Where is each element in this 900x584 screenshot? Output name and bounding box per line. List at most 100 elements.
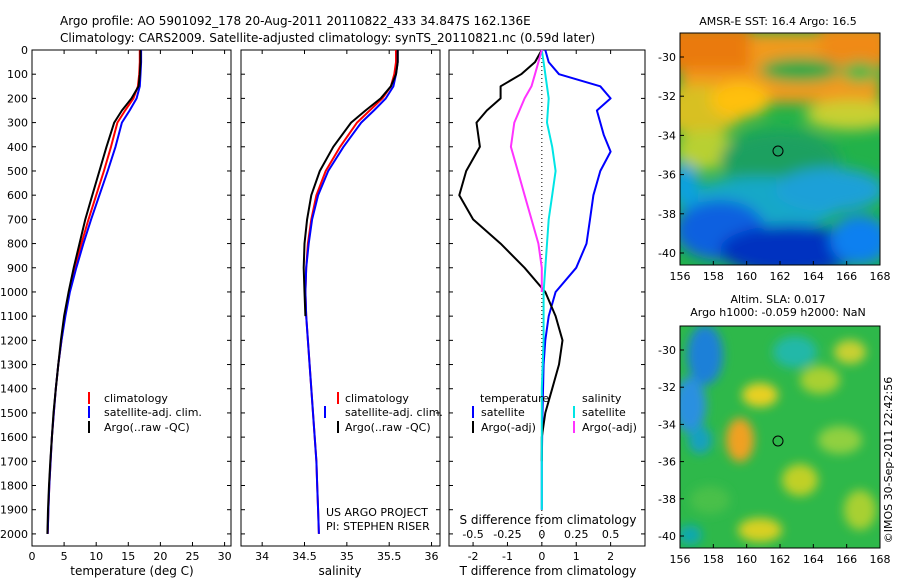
x-tick-label: 20 [153,550,167,563]
legend-t-satellite: satellite [481,406,525,419]
x-tick-label: 15 [121,550,135,563]
salinity-legend-climatology: climatology [345,392,409,405]
series-line-satellite-adj-clim- [304,50,399,534]
depth-tick-label: 1400 [0,383,28,396]
s-tick-label: -0.25 [493,528,521,541]
map-x-tick-label: 168 [870,553,891,566]
sla-argo-location-marker [772,435,784,447]
map-y-tick-label: -30 [658,344,676,357]
sst-argo-location-marker [772,145,784,157]
map-x-tick-label: 162 [770,270,791,283]
salinity-legend-argo: Argo(..raw -QC) [345,421,431,434]
s-tick-label: 0.5 [602,528,620,541]
x-tick-label: 35 [340,550,354,563]
sst-map-image [680,33,880,265]
t-difference-axis-label: T difference from climatology [459,564,637,578]
legend-s-argo: Argo(-adj) [582,421,637,434]
map-x-tick-label: 156 [670,553,691,566]
series-line-s-satellite [540,49,557,510]
depth-tick-label: 100 [7,68,28,81]
depth-tick-label: 1500 [0,407,28,420]
map-y-tick-label: -40 [658,247,676,260]
s-tick-label: -0.5 [462,528,483,541]
map-x-tick-label: 160 [736,270,757,283]
x-tick-label: 34.5 [292,550,317,563]
depth-tick-label: 1800 [0,480,28,493]
map-x-tick-label: 166 [836,270,857,283]
map-y-tick-label: -34 [658,418,676,431]
x-tick-label: 25 [185,550,199,563]
map-x-tick-label: 162 [770,553,791,566]
depth-tick-label: 1300 [0,359,28,372]
depth-tick-label: 1100 [0,310,28,323]
map-y-tick-label: -30 [658,51,676,64]
depth-tick-label: 900 [7,262,28,275]
map-x-tick-label: 158 [703,553,724,566]
map-x-tick-label: 158 [703,270,724,283]
header-line-2: Climatology: CARS2009. Satellite-adjuste… [60,31,595,45]
imos-credit: ©IMOS 30-Sep-2011 22:42:56 [882,377,895,543]
sst-map-ticks: 156 158 160 162 164 166 168 -30 -32 -34 -36 -38 -40 [658,51,890,283]
map-y-tick-label: -38 [658,208,676,221]
temperature-axis-label: temperature (deg C) [70,564,193,578]
map-y-tick-label: -38 [658,493,676,506]
depth-tick-label: 300 [7,117,28,130]
depth-tick-label: 1900 [0,504,28,517]
map-x-tick-label: 160 [736,553,757,566]
map-x-tick-label: 168 [870,270,891,283]
temperature-legend-satellite: satellite-adj. clim. [104,406,202,419]
legend-temperature-title: temperature [480,392,549,405]
map-y-tick-label: -34 [658,129,676,142]
temperature-legend-climatology: climatology [104,392,168,405]
pi-annotation: PI: STEPHEN RISER [326,520,430,533]
series-line-s-argo-adj- [509,49,543,292]
map-x-tick-label: 156 [670,270,691,283]
depth-tick-label: 1000 [0,286,28,299]
salinity-panel-frame [240,49,441,547]
depth-tick-label: 200 [7,92,28,105]
depth-axis-ticks: 0 100 200 300 400 500 600 700 800 900 1000 1100 1200… [0,44,645,541]
sla-map-ticks: 156 158 160 162 164 166 168 -30 -32 -34 -36 -38 -40 [658,344,890,566]
s-difference-axis-label: S difference from climatology [460,513,637,527]
sla-map-image [680,326,880,548]
difference-legend: temperature salinity satellite Argo(-adj… [472,392,637,434]
x-tick-label: 34 [255,550,269,563]
salinity-legend-satellite: satellite-adj. clim. [345,406,443,419]
difference-panel-frame [448,49,646,547]
depth-tick-label: 800 [7,238,28,251]
map-y-tick-label: -36 [658,169,676,182]
series-line-argo-raw-qc- [46,50,142,534]
series-line-t-satellite [540,49,612,510]
project-annotation: US ARGO PROJECT [326,506,428,519]
depth-tick-label: 1700 [0,455,28,468]
x-tick-label: 36 [425,550,439,563]
series-line-argo-raw-qc- [302,50,399,317]
series-line-satellite-adj-clim- [46,50,143,534]
map-y-tick-label: -32 [658,90,676,103]
salinity-axis-label: salinity [318,564,361,578]
series-line-climatology [46,50,141,534]
x-tick-label: -1 [502,550,513,563]
map-y-tick-label: -36 [658,456,676,469]
x-tick-label: 30 [218,550,232,563]
sla-map-title-2: Argo h1000: -0.059 h2000: NaN [690,306,866,319]
temperature-legend-argo: Argo(..raw -QC) [104,421,190,434]
legend-t-argo: Argo(-adj) [481,421,536,434]
x-tick-label: -2 [468,550,479,563]
depth-tick-label: 1200 [0,334,28,347]
series-line-t-argo-adj- [458,49,564,462]
x-tick-label: 2 [607,550,614,563]
map-y-tick-label: -32 [658,381,676,394]
depth-tick-label: 700 [7,213,28,226]
salinity-profile-plot: 34 34.5 35 35.5 36 [255,50,439,563]
x-tick-label: 10 [89,550,103,563]
x-tick-label: 1 [573,550,580,563]
temperature-legend: climatology satellite-adj. clim. Argo(..… [88,392,202,434]
salinity-legend: climatology satellite-adj. clim. Argo(..… [324,392,443,434]
x-tick-label: 0 [29,550,36,563]
depth-tick-label: 2000 [0,528,28,541]
x-tick-label: 5 [61,550,68,563]
map-x-tick-label: 166 [836,553,857,566]
